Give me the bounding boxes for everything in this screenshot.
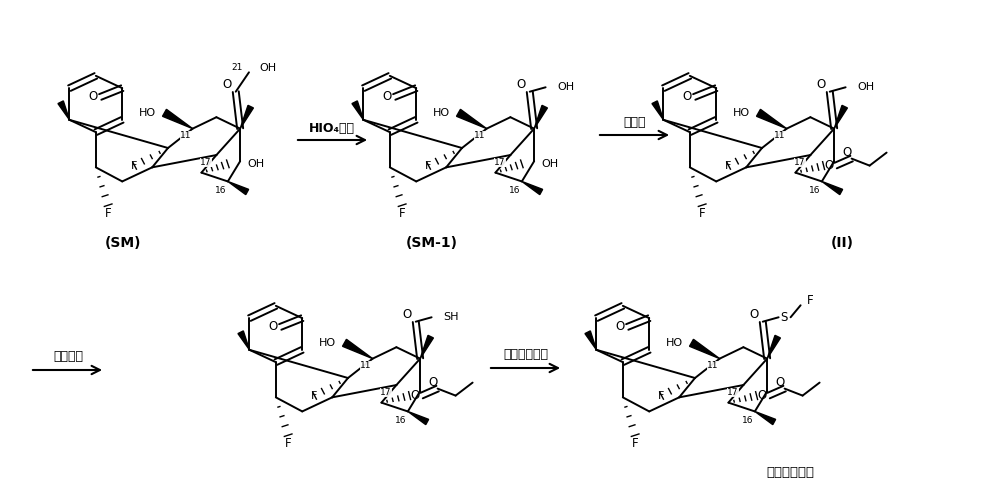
Text: HO: HO bbox=[666, 338, 683, 348]
Text: F: F bbox=[311, 390, 318, 401]
Polygon shape bbox=[352, 101, 363, 120]
Text: 17: 17 bbox=[380, 387, 392, 396]
Text: 16: 16 bbox=[395, 416, 407, 425]
Text: HO: HO bbox=[733, 108, 750, 118]
Text: 丙酸氟替卡松: 丙酸氟替卡松 bbox=[766, 466, 814, 480]
Text: O: O bbox=[749, 308, 759, 321]
Text: S: S bbox=[780, 311, 787, 324]
Text: O: O bbox=[616, 320, 625, 333]
Text: OH: OH bbox=[260, 63, 277, 73]
Polygon shape bbox=[238, 331, 249, 350]
Polygon shape bbox=[58, 101, 69, 120]
Polygon shape bbox=[690, 339, 720, 358]
Text: O: O bbox=[775, 376, 784, 389]
Polygon shape bbox=[457, 109, 487, 129]
Text: F: F bbox=[105, 207, 111, 220]
Text: 17: 17 bbox=[200, 158, 212, 167]
Text: 11: 11 bbox=[774, 131, 785, 140]
Text: F: F bbox=[425, 161, 432, 171]
Polygon shape bbox=[163, 109, 193, 129]
Text: O: O bbox=[757, 389, 766, 402]
Polygon shape bbox=[522, 181, 543, 195]
Text: F: F bbox=[399, 207, 405, 220]
Polygon shape bbox=[240, 106, 253, 129]
Polygon shape bbox=[757, 109, 787, 129]
Text: F: F bbox=[658, 390, 665, 401]
Polygon shape bbox=[534, 106, 547, 129]
Polygon shape bbox=[652, 101, 663, 120]
Text: OH: OH bbox=[558, 82, 575, 92]
Text: 17: 17 bbox=[794, 158, 806, 167]
Text: 羧酸硫代: 羧酸硫代 bbox=[53, 351, 83, 363]
Text: OH: OH bbox=[858, 82, 875, 92]
Text: 11: 11 bbox=[474, 131, 485, 140]
Text: F: F bbox=[725, 161, 732, 171]
Text: O: O bbox=[402, 308, 412, 321]
Text: 16: 16 bbox=[215, 186, 227, 195]
Text: 丙酰化: 丙酰化 bbox=[624, 115, 646, 129]
Polygon shape bbox=[834, 106, 847, 129]
Text: (SM): (SM) bbox=[105, 236, 141, 250]
Polygon shape bbox=[822, 181, 843, 195]
Text: 16: 16 bbox=[742, 416, 754, 425]
Text: F: F bbox=[285, 437, 291, 450]
Text: F: F bbox=[699, 207, 705, 220]
Text: F: F bbox=[807, 294, 814, 307]
Text: O: O bbox=[383, 90, 392, 104]
Text: SH: SH bbox=[444, 312, 459, 322]
Text: (II): (II) bbox=[830, 236, 854, 250]
Text: 硫代羧酸酯化: 硫代羧酸酯化 bbox=[504, 349, 548, 361]
Text: O: O bbox=[516, 78, 526, 91]
Text: O: O bbox=[428, 376, 437, 389]
Polygon shape bbox=[755, 412, 776, 424]
Text: 17: 17 bbox=[727, 387, 739, 396]
Text: O: O bbox=[269, 320, 278, 333]
Text: O: O bbox=[824, 159, 833, 172]
Text: HO: HO bbox=[433, 108, 450, 118]
Polygon shape bbox=[767, 335, 780, 358]
Text: O: O bbox=[816, 78, 826, 91]
Text: HO: HO bbox=[319, 338, 336, 348]
Text: OH: OH bbox=[542, 159, 559, 169]
Text: HIO₄氧化: HIO₄氧化 bbox=[309, 121, 355, 135]
Text: 17: 17 bbox=[494, 158, 506, 167]
Text: O: O bbox=[222, 78, 232, 91]
Polygon shape bbox=[228, 181, 249, 195]
Polygon shape bbox=[585, 331, 596, 350]
Text: 11: 11 bbox=[360, 361, 371, 370]
Text: 16: 16 bbox=[809, 186, 821, 195]
Polygon shape bbox=[420, 335, 433, 358]
Text: O: O bbox=[683, 90, 692, 104]
Text: F: F bbox=[632, 437, 638, 450]
Text: 11: 11 bbox=[180, 131, 191, 140]
Text: 16: 16 bbox=[509, 186, 521, 195]
Text: O: O bbox=[89, 90, 98, 104]
Text: OH: OH bbox=[248, 159, 265, 169]
Text: 21: 21 bbox=[232, 63, 243, 71]
Text: O: O bbox=[410, 389, 419, 402]
Polygon shape bbox=[408, 412, 429, 424]
Text: F: F bbox=[131, 161, 138, 171]
Text: (SM-1): (SM-1) bbox=[406, 236, 458, 250]
Text: 11: 11 bbox=[707, 361, 718, 370]
Text: O: O bbox=[842, 146, 851, 159]
Text: HO: HO bbox=[139, 108, 156, 118]
Polygon shape bbox=[343, 339, 373, 358]
